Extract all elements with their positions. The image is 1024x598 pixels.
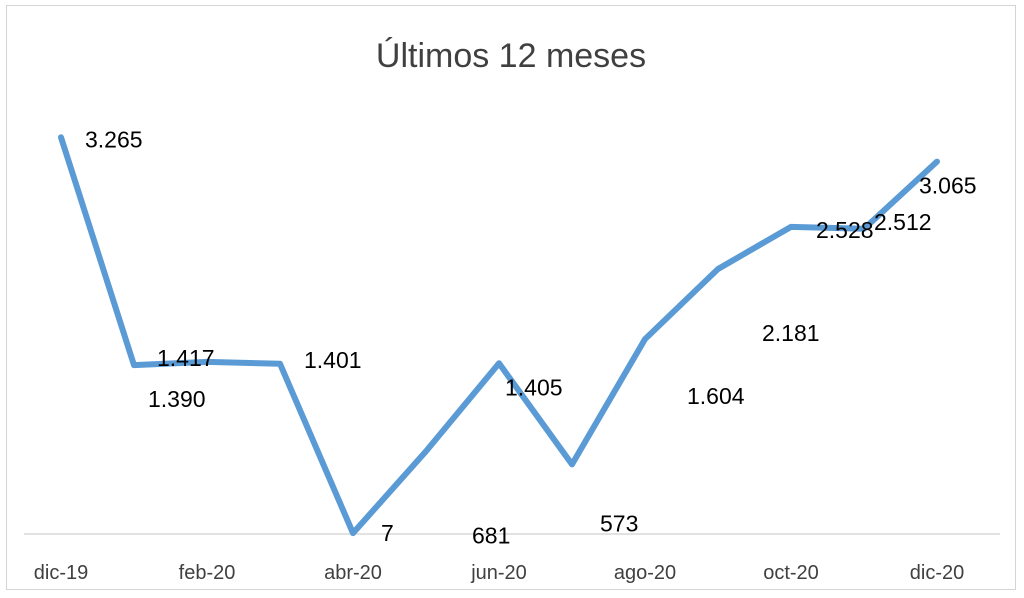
x-axis-ticks: dic-19 feb-20 abr-20 jun-20 ago-20 oct-20 dic-… <box>34 562 964 584</box>
data-labels: 3.265 1.390 1.417 1.401 7 681 1.405 573 1.604 2.1… <box>85 126 977 548</box>
x-tick-label: dic-20 <box>910 562 964 584</box>
data-label: 3.065 <box>919 173 977 199</box>
x-tick-label: jun-20 <box>470 562 527 584</box>
x-tick-label: dic-19 <box>34 562 88 584</box>
x-tick-label: abr-20 <box>324 562 382 584</box>
data-label: 1.401 <box>304 347 362 373</box>
data-label: 681 <box>472 522 510 548</box>
data-label: 1.405 <box>505 374 563 400</box>
x-tick-label: oct-20 <box>763 562 819 584</box>
data-label: 3.265 <box>85 126 143 152</box>
data-label: 7 <box>381 520 394 546</box>
data-label: 2.512 <box>874 209 932 235</box>
data-label: 2.528 <box>816 217 874 243</box>
x-tick-label: feb-20 <box>179 562 236 584</box>
series-line <box>58 134 940 537</box>
chart-title: Últimos 12 meses <box>376 37 646 75</box>
x-tick-label: ago-20 <box>614 562 676 584</box>
data-label: 2.181 <box>762 320 820 346</box>
data-label: 573 <box>600 510 638 536</box>
data-label: 1.390 <box>148 386 206 412</box>
data-label: 1.417 <box>157 345 215 371</box>
chart-frame <box>6 5 1016 590</box>
data-label: 1.604 <box>687 383 745 409</box>
